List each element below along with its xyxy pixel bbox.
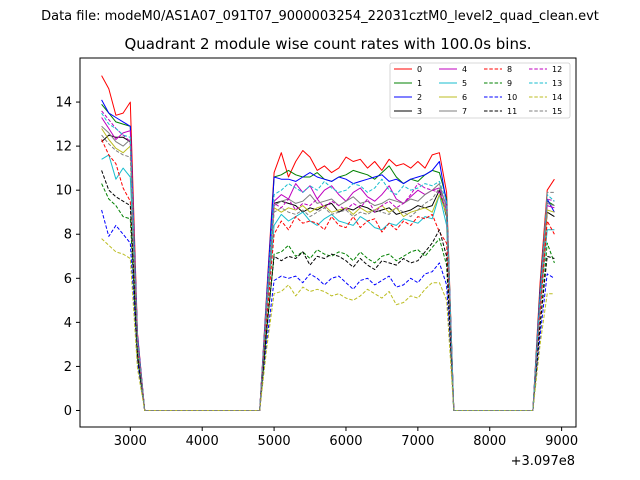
legend-label-12: 12: [552, 65, 562, 74]
series-line-1: [101, 103, 555, 411]
series-line-5: [101, 154, 555, 411]
x-tick-label: 7000: [401, 434, 434, 449]
series-line-6: [101, 128, 555, 411]
series-line-13: [101, 112, 555, 411]
y-tick-label: 2: [64, 360, 72, 375]
x-axis-offset-label: +3.097e8: [511, 454, 575, 469]
series-line-8: [101, 139, 555, 411]
series-line-0: [101, 75, 555, 411]
y-tick-label: 6: [64, 272, 72, 287]
x-tick-label: 5000: [258, 434, 291, 449]
x-tick-label: 4000: [186, 434, 219, 449]
legend-label-15: 15: [552, 107, 562, 116]
plot-frame: [79, 57, 577, 428]
legend-label-1: 1: [417, 79, 422, 88]
y-tick-label: 4: [64, 316, 72, 331]
y-tick-label: 14: [55, 96, 72, 111]
legend-label-5: 5: [462, 79, 467, 88]
y-tick-label: 12: [55, 140, 72, 155]
legend-label-14: 14: [552, 93, 562, 102]
figure-suptitle: Data file: modeM0/AS1A07_091T07_90000032…: [41, 9, 599, 24]
chart-title: Quadrant 2 module wise count rates with …: [124, 35, 531, 53]
series-line-11: [101, 170, 555, 411]
series-line-10: [101, 209, 555, 411]
legend-box: [389, 62, 571, 119]
legend-label-10: 10: [507, 93, 517, 102]
legend-label-3: 3: [417, 107, 422, 116]
x-tick-label: 8000: [473, 434, 506, 449]
y-tick-label: 10: [55, 184, 72, 199]
legend-label-4: 4: [462, 65, 467, 74]
x-tick-label: 9000: [545, 434, 578, 449]
legend-label-7: 7: [462, 107, 467, 116]
series-line-14: [101, 238, 555, 411]
legend-label-6: 6: [462, 93, 467, 102]
legend-label-8: 8: [507, 65, 512, 74]
y-tick-label: 0: [64, 404, 72, 419]
legend-label-0: 0: [417, 65, 422, 74]
series-layer: [101, 75, 555, 411]
y-tick-label: 8: [64, 228, 72, 243]
series-line-3: [101, 134, 555, 411]
x-tick-label: 3000: [114, 434, 147, 449]
x-tick-label: 6000: [329, 434, 362, 449]
legend-label-11: 11: [507, 107, 517, 116]
legend-label-9: 9: [507, 79, 512, 88]
series-line-15: [101, 134, 555, 411]
series-line-12: [101, 110, 555, 411]
series-line-4: [101, 117, 555, 411]
legend-label-2: 2: [417, 93, 422, 102]
legend-label-13: 13: [552, 79, 562, 88]
series-line-9: [101, 183, 555, 411]
